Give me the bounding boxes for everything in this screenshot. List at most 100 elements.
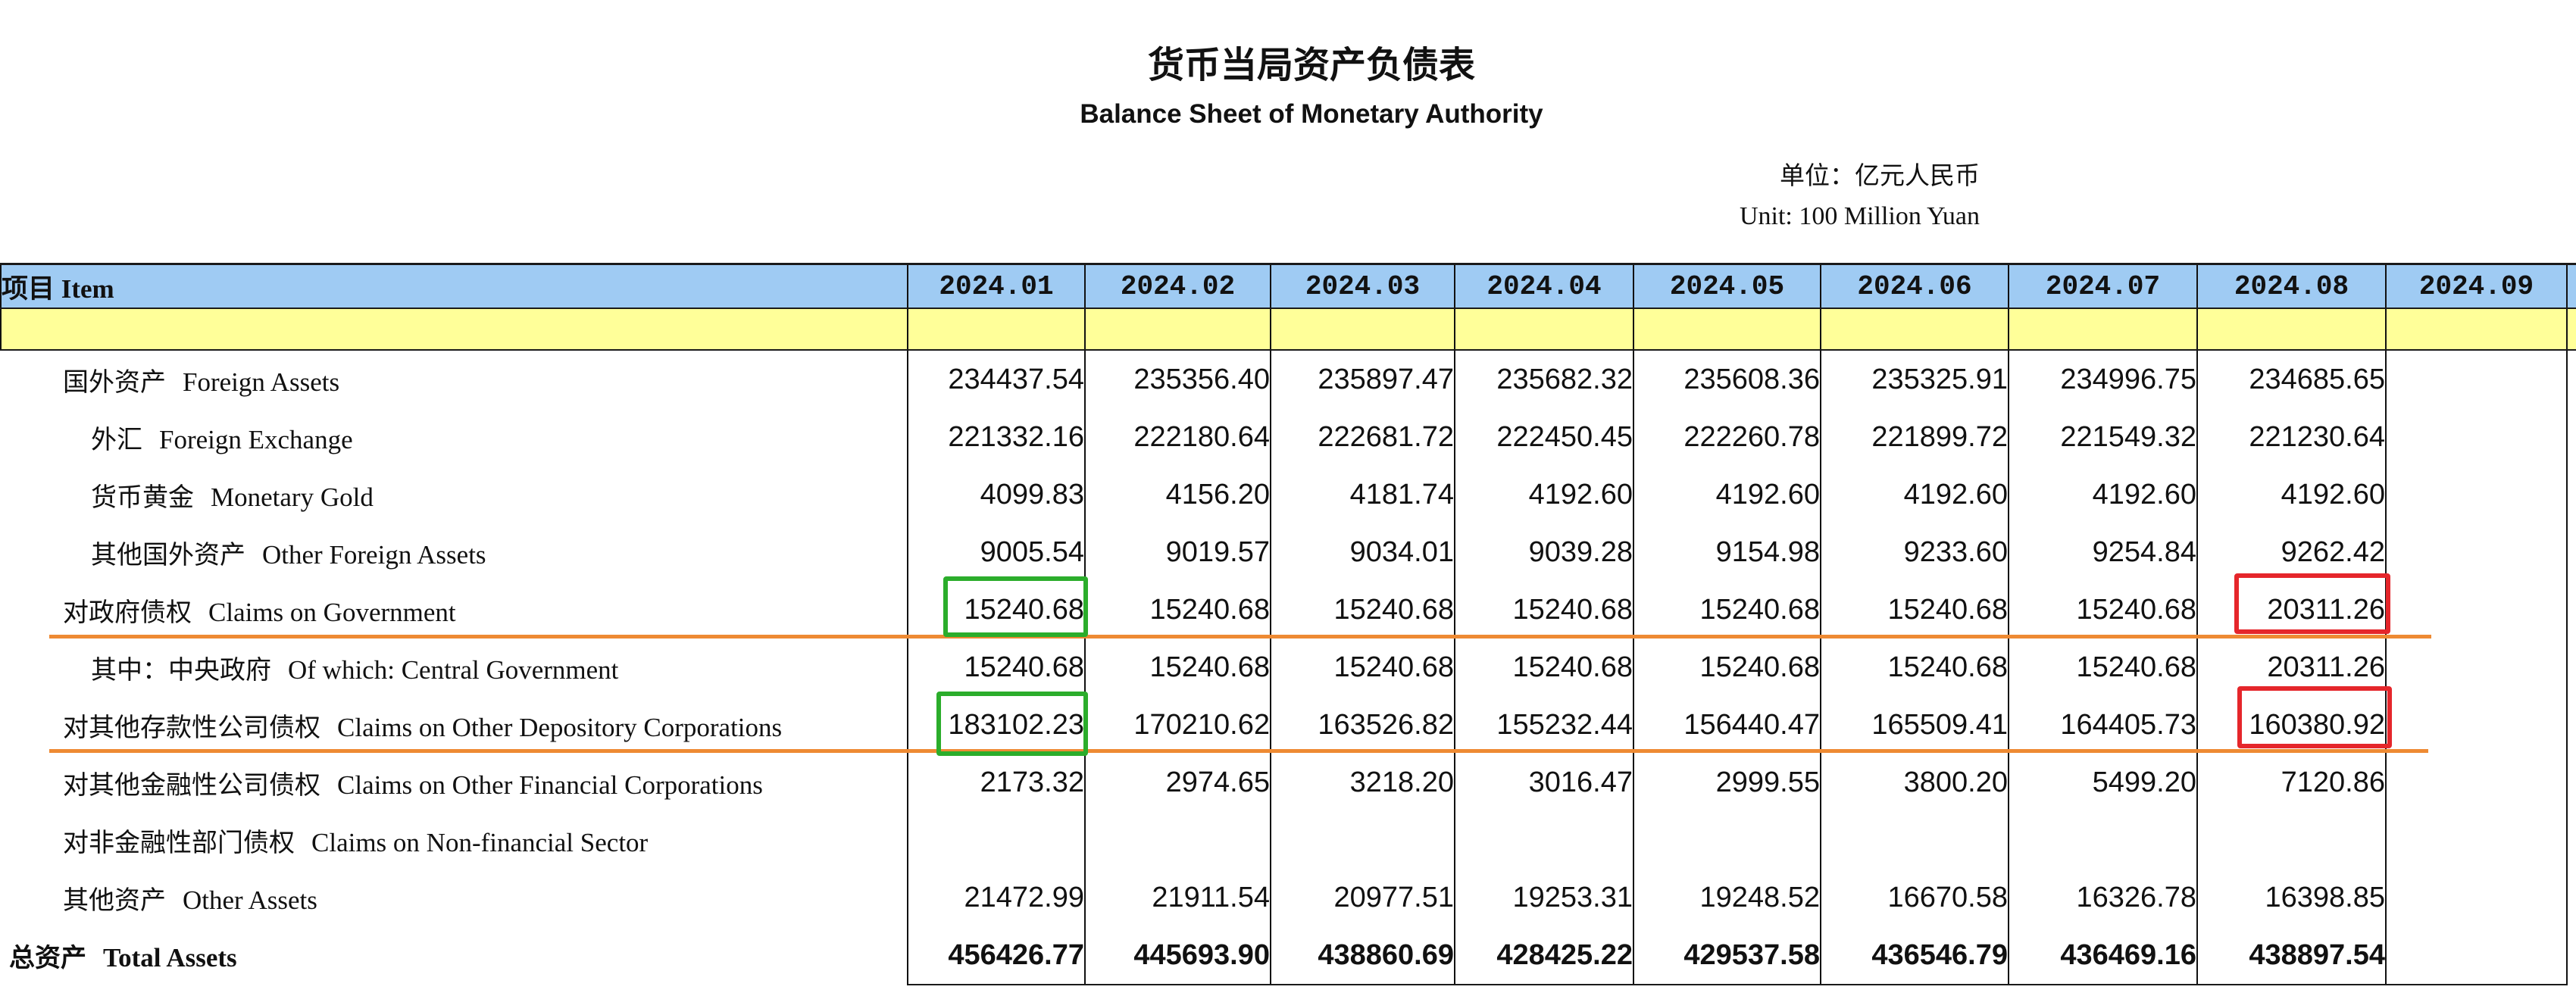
table-row: 对政府债权 Claims on Government 15240.68 15240…	[1, 581, 2576, 639]
table-edge	[2567, 581, 2576, 639]
cell-value: 235608.36	[1633, 350, 1821, 408]
row-label-en: Claims on Non-financial Sector	[311, 827, 649, 857]
cell-empty	[2386, 581, 2568, 639]
table-edge	[2567, 408, 2576, 466]
row-label: 其中：中央政府 Of which: Central Government	[1, 639, 908, 696]
cell-value: 15240.68	[2009, 639, 2198, 696]
cell-value: 222681.72	[1271, 408, 1455, 466]
table-row-total: 总资产 Total Assets 456426.77 445693.90 4388…	[1, 926, 2576, 985]
cell-value: 4181.74	[1271, 466, 1455, 523]
cell-value: 21911.54	[1085, 869, 1271, 926]
table-row: 货币黄金 Monetary Gold 4099.83 4156.20 4181.7…	[1, 466, 2576, 523]
cell-value: 2173.32	[908, 754, 1086, 811]
cell-value: 170210.62	[1085, 696, 1271, 754]
table-edge	[2567, 696, 2576, 754]
highlight-box-green	[936, 692, 1088, 756]
cell-value: 19253.31	[1455, 869, 1634, 926]
row-label: 其他国外资产 Other Foreign Assets	[1, 523, 908, 581]
highlight-box-red	[2234, 573, 2390, 634]
row-label: 国外资产 Foreign Assets	[1, 350, 908, 408]
row-label-en: Foreign Exchange	[159, 424, 353, 454]
table-edge	[2567, 263, 2576, 309]
row-label-cn: 对政府债权	[63, 597, 192, 628]
row-label: 对其他存款性公司债权 Claims on Other Depository Cor…	[1, 696, 908, 754]
balance-sheet-table: 项目 Item 2024.01 2024.02 2024.03 2024.04 …	[0, 263, 2576, 985]
cell-value: 15240.68	[1633, 639, 1821, 696]
cell-empty	[1085, 811, 1271, 869]
cell-value: 235682.32	[1455, 350, 1634, 408]
row-label: 其他资产 Other Assets	[1, 869, 908, 926]
column-header-period: 2024.07	[2009, 263, 2198, 309]
spacer-cell	[1821, 308, 2009, 351]
table-row: 国外资产 Foreign Assets 234437.54 235356.40 2…	[1, 350, 2576, 408]
cell-value: 9233.60	[1821, 523, 2009, 581]
cell-value: 438897.54	[2197, 926, 2387, 985]
column-header-period: 2024.05	[1633, 263, 1821, 309]
cell-value: 9034.01	[1271, 523, 1455, 581]
table-row: 对非金融性部门债权 Claims on Non-financial Sector	[1, 811, 2576, 869]
cell-value: 15240.68	[1821, 639, 2009, 696]
cell-empty	[2386, 408, 2568, 466]
spacer-cell	[0, 308, 908, 351]
table-edge	[2567, 869, 2576, 926]
cell-value: 4192.60	[2009, 466, 2198, 523]
row-label-en: Claims on Other Financial Corporations	[337, 770, 763, 800]
row-label-cn: 总资产	[9, 943, 86, 973]
row-label-en: Other Foreign Assets	[262, 539, 486, 570]
cell-empty	[2386, 811, 2568, 869]
column-header-period: 2024.04	[1455, 263, 1634, 309]
cell-value: 3016.47	[1455, 754, 1634, 811]
spacer-cell	[1633, 308, 1821, 351]
cell-value: 445693.90	[1085, 926, 1271, 985]
cell-value: 436546.79	[1821, 926, 2009, 985]
spacer-cell	[2386, 308, 2568, 351]
table-edge	[2567, 350, 2576, 408]
row-label-en: Foreign Assets	[183, 367, 340, 397]
cell-value: 9254.84	[2009, 523, 2198, 581]
cell-value: 438860.69	[1271, 926, 1455, 985]
cell-value: 20977.51	[1271, 869, 1455, 926]
table-edge	[2567, 754, 2576, 811]
cell-value: 3218.20	[1271, 754, 1455, 811]
cell-value: 9019.57	[1085, 523, 1271, 581]
row-label-en: Total Assets	[103, 943, 237, 973]
cell-value: 222450.45	[1455, 408, 1634, 466]
cell-value: 234437.54	[908, 350, 1086, 408]
cell-value: 235897.47	[1271, 350, 1455, 408]
row-label-en: Other Assets	[183, 885, 317, 915]
table-edge	[2567, 466, 2576, 523]
table-row: 其他资产 Other Assets 21472.99 21911.54 20977…	[1, 869, 2576, 926]
row-label-cn: 外汇	[91, 424, 142, 455]
row-label-cn: 对其他存款性公司债权	[63, 712, 320, 743]
cell-empty	[2386, 754, 2568, 811]
column-header-item: 项目 Item	[0, 263, 908, 309]
cell-value: 4156.20	[1085, 466, 1271, 523]
cell-value: 15240.68	[1455, 581, 1634, 639]
cell-empty	[2386, 869, 2568, 926]
cell-value: 156440.47	[1633, 696, 1821, 754]
cell-value: 235325.91	[1821, 350, 2009, 408]
cell-value: 15240.68	[1821, 581, 2009, 639]
row-label-en: Claims on Other Depository Corporations	[337, 712, 783, 742]
row-label-cn: 对非金融性部门债权	[63, 827, 295, 858]
cell-value: 9039.28	[1455, 523, 1634, 581]
row-label-cn: 其中：中央政府	[91, 654, 271, 685]
row-label-en: Of which: Central Government	[288, 654, 619, 685]
cell-value: 456426.77	[908, 926, 1086, 985]
cell-value: 436469.16	[2009, 926, 2198, 985]
cell-value: 222180.64	[1085, 408, 1271, 466]
cell-value: 16670.58	[1821, 869, 2009, 926]
cell-value: 155232.44	[1455, 696, 1634, 754]
column-header-period: 2024.08	[2197, 263, 2387, 309]
cell-empty	[1821, 811, 2009, 869]
cell-empty	[2386, 696, 2568, 754]
cell-value: 221899.72	[1821, 408, 2009, 466]
row-label-cn: 其他资产	[63, 885, 166, 916]
divider-line-orange	[49, 635, 2431, 639]
cell-value: 4099.83	[908, 466, 1086, 523]
cell-value: 15240.68	[1455, 639, 1634, 696]
cell-value: 163526.82	[1271, 696, 1455, 754]
page-title: 货币当局资产负债表	[1147, 44, 1475, 86]
row-label-en: Monetary Gold	[211, 482, 374, 512]
cell-value: 234685.65	[2197, 350, 2387, 408]
